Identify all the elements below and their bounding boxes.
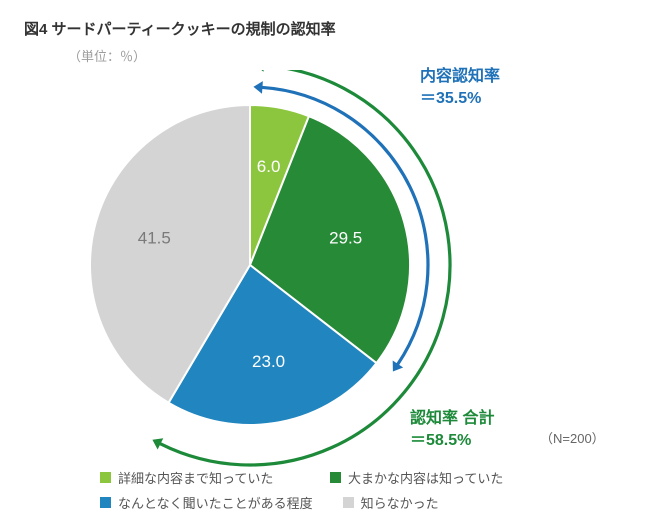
- unit-label: （単位：％）: [68, 46, 146, 65]
- legend-swatch: [343, 497, 354, 508]
- legend-item: 詳細な内容まで知っていた: [100, 468, 300, 487]
- legend-label: 大まかな内容は知っていた: [348, 468, 503, 487]
- pie-slice-label: 29.5: [329, 228, 362, 247]
- legend-label: 詳細な内容まで知っていた: [118, 468, 273, 487]
- pie-slice-label: 41.5: [138, 228, 171, 247]
- annotation-total-awareness: 認知率 合計 ＝58.5%: [410, 408, 494, 451]
- legend-swatch: [330, 472, 341, 483]
- pie-slice-label: 6.0: [257, 157, 281, 176]
- legend-label: 知らなかった: [361, 493, 439, 512]
- pie-slice-label: 23.0: [252, 352, 285, 371]
- annotation-label: 内容認知率: [420, 68, 500, 85]
- annotation-value: ＝58.5%: [410, 430, 494, 452]
- annotation-label: 認知率 合計: [410, 410, 494, 427]
- arc-arrowhead: [253, 81, 262, 94]
- annotation-value: ＝35.5%: [420, 88, 500, 110]
- annotation-content-awareness: 内容認知率 ＝35.5%: [420, 66, 500, 109]
- legend-swatch: [100, 497, 111, 508]
- legend-label: なんとなく聞いたことがある程度: [118, 493, 313, 512]
- legend-item: 知らなかった: [343, 493, 543, 512]
- legend-swatch: [100, 472, 111, 483]
- legend-item: なんとなく聞いたことがある程度: [100, 493, 313, 512]
- chart-title: 図4 サードパーティークッキーの規制の認知率: [24, 18, 626, 39]
- arc-arrowhead: [255, 70, 264, 72]
- legend: 詳細な内容まで知っていた 大まかな内容は知っていたなんとなく聞いたことがある程度 知…: [100, 468, 560, 518]
- legend-item: 大まかな内容は知っていた: [330, 468, 530, 487]
- pie-chart: 6.0 29.5 23.0 41.5 内容認知率 ＝35.5% 認知率 合計 ＝58.…: [30, 70, 630, 470]
- sample-size-label: （N=200）: [540, 428, 605, 447]
